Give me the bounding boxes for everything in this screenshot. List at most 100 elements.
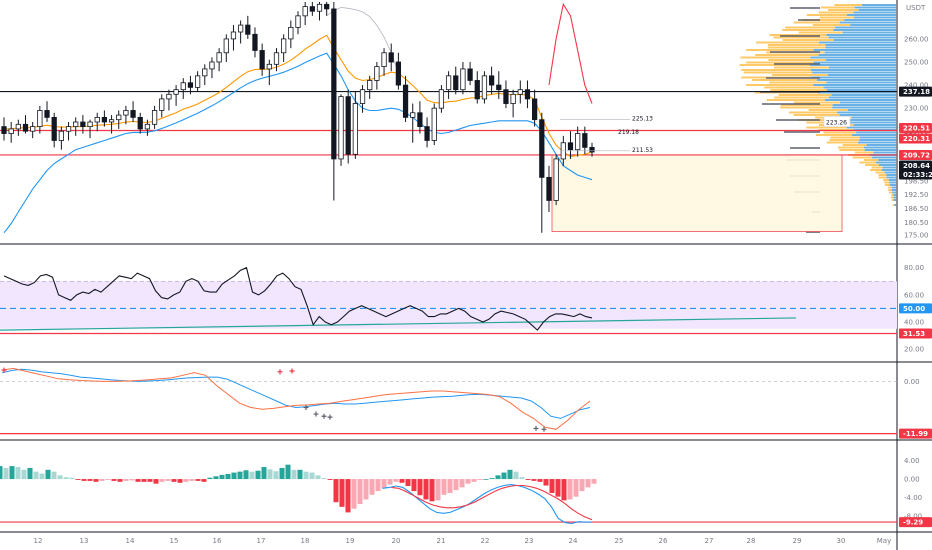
- volume-profile-bar-up: [778, 94, 832, 96]
- volume-profile-bar-down: [853, 11, 896, 14]
- histogram-bar: [537, 479, 543, 482]
- volume-profile-bar-up: [774, 66, 829, 69]
- histogram-bar: [459, 479, 465, 488]
- volume-profile-bar-down: [819, 41, 896, 44]
- time-axis-tick: May: [877, 537, 891, 545]
- candle-body: [209, 61, 215, 70]
- volume-profile-bar-up: [806, 14, 847, 16]
- histogram-bar: [189, 479, 195, 481]
- histogram-bar: [423, 479, 429, 500]
- histogram-bar: [405, 479, 411, 486]
- price-tag-bg: [899, 328, 932, 339]
- volume-profile-bar-up: [869, 169, 882, 171]
- rsi-line: [3, 266, 593, 331]
- volume-profile-bar-down: [856, 131, 896, 134]
- volume-profile-bar-down: [831, 94, 896, 96]
- price-tag-bg: [899, 149, 932, 160]
- histogram-bar: [267, 469, 273, 480]
- price-tag-label: 50.00: [903, 305, 925, 313]
- rsi-pane[interactable]: 80.00 60.00 40.00 20.00: [0, 264, 924, 354]
- volume-profile-bar-down: [893, 196, 896, 199]
- volume-profile-bar-down: [816, 79, 896, 81]
- volume-profile-bar-down: [866, 144, 896, 146]
- price-tag-bg: [899, 133, 932, 144]
- histogram-bar: [87, 479, 93, 481]
- volume-profile-bar-down: [846, 126, 896, 129]
- histogram-bar: [567, 479, 573, 500]
- volume-profile-bar-up: [891, 199, 894, 201]
- volume-profile-bar-down: [886, 174, 896, 176]
- histogram-signal-line-1: [382, 484, 592, 525]
- volume-profile-bar-up: [891, 194, 894, 196]
- candle-body: [546, 176, 552, 201]
- histogram-bar: [129, 479, 135, 481]
- price-axis-tick: 192.50: [904, 191, 929, 199]
- time-axis-tick: 26: [659, 537, 668, 545]
- price-tag: 208.64: [899, 160, 932, 171]
- time-axis[interactable]: 12 13 14 15 16 17 18 19 20 21 22 23 24 25 26 27 28 29 30 Ma…: [34, 537, 892, 545]
- time-axis-tick: 12: [34, 537, 43, 545]
- histogram-pane[interactable]: 4.00 0.00 -4.00 -8.00: [0, 457, 922, 525]
- candle-body: [101, 116, 108, 123]
- histogram-bar: [3, 467, 9, 480]
- volume-profile-bar-up: [770, 89, 827, 91]
- histogram-bar: [591, 479, 597, 484]
- histogram-bar: [9, 466, 15, 480]
- histogram-bar: [93, 479, 99, 482]
- histogram-bar: [345, 479, 351, 513]
- time-axis-tick: 13: [80, 537, 89, 545]
- volume-profile-bar-down: [809, 64, 896, 66]
- volume-profile-bar-down: [841, 119, 896, 121]
- histogram-axis-tick: -8.00: [904, 513, 922, 521]
- candle-body: [216, 52, 222, 63]
- target-box[interactable]: [551, 154, 843, 233]
- histogram-bar: [417, 479, 423, 496]
- histogram-bar: [447, 479, 453, 493]
- candle-body: [438, 89, 445, 109]
- histogram-bar: [501, 472, 507, 480]
- histogram-bar: [339, 479, 345, 507]
- candle-body: [388, 52, 394, 63]
- candlesticks[interactable]: [1, 2, 595, 233]
- price-tag: 50.00: [899, 303, 932, 314]
- volume-profile-bar-down: [888, 179, 896, 181]
- time-axis-tick: 24: [569, 537, 578, 545]
- candle-body: [352, 103, 358, 155]
- price-tag: -11.99: [899, 428, 932, 439]
- price-axis-tick: 250.00: [904, 59, 929, 67]
- volume-profile-bar-up: [883, 179, 889, 181]
- candle-body: [431, 107, 437, 141]
- candle-body: [302, 6, 308, 17]
- volume-profile-bar-down: [842, 31, 896, 34]
- candle-body: [116, 114, 122, 121]
- candle-body: [410, 112, 416, 118]
- volume-profile-bar-up: [808, 109, 848, 111]
- volume-profile-bar-down: [826, 81, 896, 84]
- volume-profile-bar-down: [839, 114, 896, 116]
- histogram-bar: [285, 464, 291, 480]
- histogram-bar: [57, 475, 63, 480]
- histogram-bar: [45, 469, 51, 480]
- histogram-bar: [51, 471, 57, 480]
- histogram-bar: [321, 478, 327, 480]
- histogram-bar: [435, 479, 441, 501]
- time-axis-tick: 20: [392, 537, 401, 545]
- volume-profile-bar-down: [859, 139, 896, 141]
- oscillator-pane[interactable]: 0.00: [0, 367, 920, 435]
- histogram-bar: [15, 467, 21, 480]
- volume-profile-bar-down: [858, 9, 896, 11]
- volume-profile-bar-down: [894, 204, 896, 206]
- volume-profile-bar-down: [891, 189, 896, 191]
- volume-profile-bar-down: [893, 199, 896, 201]
- histogram-bar: [303, 471, 309, 480]
- moving-averages: [3, 2, 593, 234]
- volume-profile-bar-down: [875, 161, 896, 164]
- volume-profile-bar-up: [767, 44, 826, 46]
- histogram-bar: [117, 479, 123, 482]
- candle-body: [553, 158, 559, 201]
- candle-body: [324, 3, 330, 10]
- volume-profile-bar-down: [881, 169, 896, 171]
- volume-profile-bar-down: [812, 71, 896, 74]
